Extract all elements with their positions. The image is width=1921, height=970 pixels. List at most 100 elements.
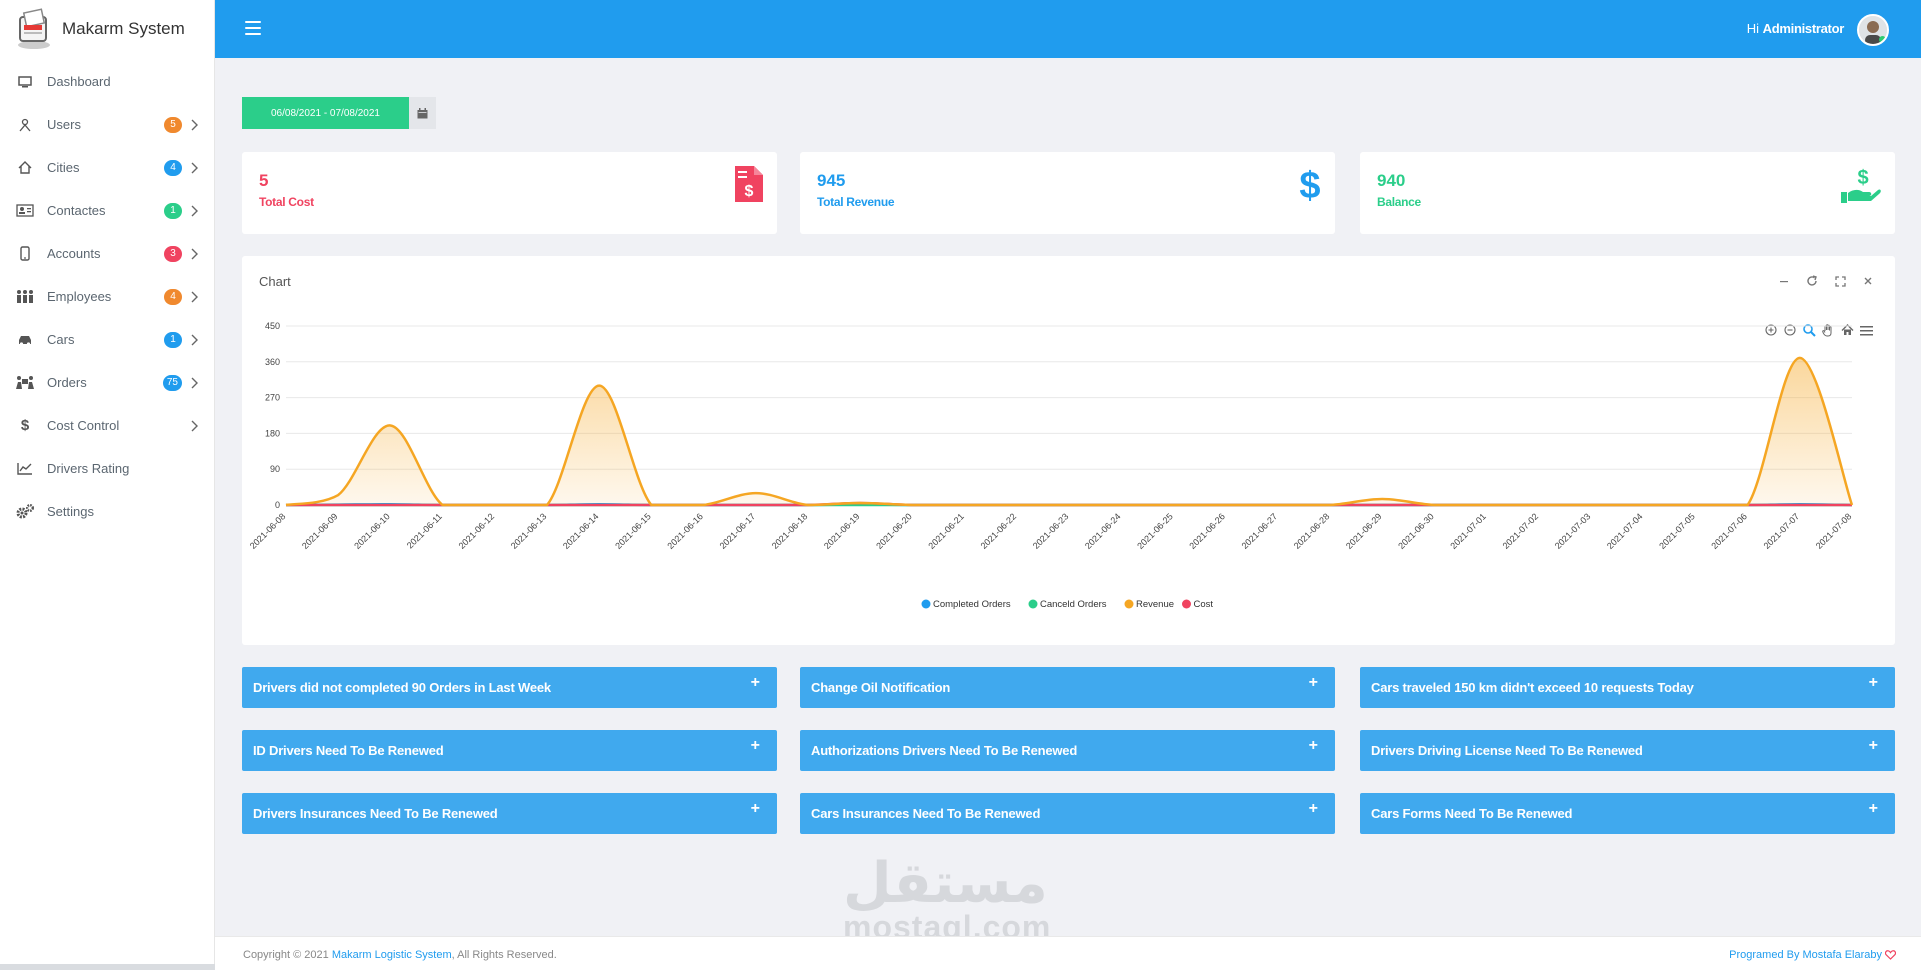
legend-item[interactable]: Completed Orders <box>921 599 1011 610</box>
legend-marker <box>921 599 931 609</box>
x-tick-label: 2021-07-03 <box>1553 511 1593 551</box>
y-tick-label: 180 <box>265 428 280 438</box>
plus-icon[interactable]: + <box>1308 674 1318 691</box>
legend-item[interactable]: Cost <box>1182 599 1213 610</box>
sidebar-item-drivers-rating[interactable]: Drivers Rating <box>0 447 214 490</box>
y-tick-label: 450 <box>265 321 280 331</box>
chart-panel: Chart 0 90 180 270 360 450 2021-06-08 2021-06-0… <box>242 256 1895 645</box>
dollar-icon: $ <box>20 417 30 434</box>
sidebar-item-cost-control[interactable]: $ Cost Control <box>0 404 214 447</box>
sidebar-item-users[interactable]: Users 5 <box>0 103 214 146</box>
dollar-icon: $ <box>1299 166 1320 204</box>
stat-label: Total Cost <box>259 195 314 209</box>
users-count-badge: 5 <box>164 116 182 133</box>
plus-icon[interactable]: + <box>1308 737 1318 754</box>
plus-icon[interactable]: + <box>1868 800 1878 817</box>
accordion-authorizations-drivers[interactable]: Authorizations Drivers Need To Be Renewe… <box>800 730 1335 771</box>
chevron-right-icon <box>191 420 198 431</box>
stat-card-balance: 940 Balance $ <box>1360 152 1895 234</box>
accordion-drivers-insurances[interactable]: Drivers Insurances Need To Be Renewed + <box>242 793 777 834</box>
x-tick-label: 2021-06-10 <box>352 511 392 551</box>
sidebar-item-contactes[interactable]: Contactes 1 <box>0 189 214 232</box>
brand[interactable]: Makarm System <box>0 0 214 58</box>
x-tick-label: 2021-06-19 <box>822 511 862 551</box>
sidebar-item-label: Users <box>47 117 81 132</box>
menu-toggle-icon[interactable] <box>245 21 261 35</box>
accordion-change-oil[interactable]: Change Oil Notification + <box>800 667 1335 708</box>
sidebar-item-accounts[interactable]: Accounts 3 <box>0 232 214 275</box>
user-greeting[interactable]: Hi Administrator <box>1747 21 1845 36</box>
close-icon[interactable] <box>1861 274 1875 288</box>
series-line-revenue <box>285 356 1854 507</box>
legend-marker <box>1124 599 1134 609</box>
x-tick-label: 2021-06-26 <box>1187 511 1227 551</box>
plus-icon[interactable]: + <box>1308 800 1318 817</box>
panel-tools <box>1777 274 1875 288</box>
x-tick-label: 2021-06-30 <box>1396 511 1436 551</box>
orders-count-badge: 75 <box>162 374 182 391</box>
accordion-id-drivers[interactable]: ID Drivers Need To Be Renewed + <box>242 730 777 771</box>
zoom-in-icon[interactable] <box>1764 323 1778 337</box>
chevron-right-icon <box>191 291 198 302</box>
accordion-title: Drivers Insurances Need To Be Renewed <box>253 806 498 821</box>
x-tick-label: 2021-06-17 <box>718 511 758 551</box>
plus-icon[interactable]: + <box>750 674 760 691</box>
cars-count-badge: 1 <box>164 331 182 348</box>
sidebar: Makarm System Dashboard Users 5 Cities 4… <box>0 0 215 970</box>
sidebar-item-label: Contactes <box>47 203 106 218</box>
accordion-driving-license[interactable]: Drivers Driving License Need To Be Renew… <box>1360 730 1895 771</box>
sidebar-item-cities[interactable]: Cities 4 <box>0 146 214 189</box>
sidebar-nav: Dashboard Users 5 Cities 4 Contactes 1 A… <box>0 60 214 533</box>
accordion-cars-traveled[interactable]: Cars traveled 150 km didn't exceed 10 re… <box>1360 667 1895 708</box>
reset-home-icon[interactable] <box>1840 323 1854 337</box>
plus-icon[interactable]: + <box>750 800 760 817</box>
x-tick-label: 2021-07-05 <box>1657 511 1697 551</box>
accordion-cars-insurances[interactable]: Cars Insurances Need To Be Renewed + <box>800 793 1335 834</box>
author-credit: Programed By Mostafa Elaraby <box>1729 949 1896 961</box>
hand-dollar-icon: $ <box>1841 167 1881 203</box>
online-status-dot <box>1879 36 1886 43</box>
calendar-button[interactable] <box>409 97 436 129</box>
invoice-dollar-icon: $ <box>735 166 763 202</box>
sidebar-item-orders[interactable]: Orders 75 <box>0 361 214 404</box>
legend-label: Canceld Orders <box>1040 599 1107 610</box>
accordion-drivers-not-completed-orders[interactable]: Drivers did not completed 90 Orders in L… <box>242 667 777 708</box>
panel-title: Chart <box>259 274 291 289</box>
selection-zoom-icon[interactable] <box>1802 323 1816 337</box>
sidebar-item-cars[interactable]: Cars 1 <box>0 318 214 361</box>
sidebar-item-employees[interactable]: Employees 4 <box>0 275 214 318</box>
sidebar-item-label: Orders <box>47 375 87 390</box>
plus-icon[interactable]: + <box>750 737 760 754</box>
x-tick-label: 2021-06-28 <box>1292 511 1332 551</box>
legend-marker <box>1182 599 1191 609</box>
zoom-out-icon[interactable] <box>1783 323 1797 337</box>
x-tick-label: 2021-07-04 <box>1605 511 1645 551</box>
stat-label: Balance <box>1377 195 1421 209</box>
legend-item[interactable]: Canceld Orders <box>1028 599 1107 610</box>
author-link[interactable]: Programed By Mostafa Elaraby <box>1729 949 1882 961</box>
date-range-input[interactable]: 06/08/2021 - 07/08/2021 <box>242 97 409 129</box>
collapse-icon[interactable] <box>1777 274 1791 288</box>
sidebar-item-dashboard[interactable]: Dashboard <box>0 60 214 103</box>
accordion-cars-forms[interactable]: Cars Forms Need To Be Renewed + <box>1360 793 1895 834</box>
avatar[interactable] <box>1857 14 1889 46</box>
plus-icon[interactable]: + <box>1868 674 1878 691</box>
revenue-cost-chart: 0 90 180 270 360 450 2021-06-08 2021-06-09 2021-… <box>248 321 1854 610</box>
stat-label: Total Revenue <box>817 195 895 209</box>
sidebar-item-settings[interactable]: Settings <box>0 490 214 533</box>
sidebar-scroll-edge <box>0 964 215 970</box>
footer: Copyright © 2021 Makarm Logistic System,… <box>215 936 1921 970</box>
company-link[interactable]: Makarm Logistic System <box>331 949 452 961</box>
x-tick-label: 2021-06-27 <box>1240 511 1280 551</box>
accordion-title: Authorizations Drivers Need To Be Renewe… <box>811 743 1078 758</box>
legend-item[interactable]: Revenue <box>1124 599 1175 610</box>
plus-icon[interactable]: + <box>1868 737 1878 754</box>
svg-text:$: $ <box>745 183 754 200</box>
cities-count-badge: 4 <box>164 159 182 176</box>
fullscreen-icon[interactable] <box>1833 274 1847 288</box>
refresh-icon[interactable] <box>1805 274 1819 288</box>
x-tick-label: 2021-06-21 <box>926 511 966 551</box>
chart-menu-icon[interactable] <box>1859 323 1873 337</box>
x-tick-label: 2021-06-08 <box>248 511 288 551</box>
y-tick-label: 0 <box>275 500 280 510</box>
